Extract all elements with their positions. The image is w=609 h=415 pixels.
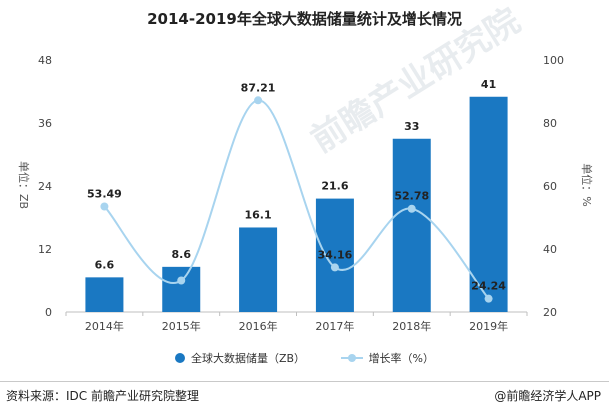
- line-point: [330, 263, 339, 272]
- line-point: [100, 202, 109, 211]
- line-data-label: 53.49: [87, 188, 122, 201]
- footer-divider: [0, 381, 609, 382]
- chart-title: 2014-2019年全球大数据储量统计及增长情况: [147, 10, 462, 28]
- legend-bar-swatch: [174, 353, 185, 363]
- y-left-tick-label: 48: [38, 54, 52, 67]
- y-right-tick-label: 100: [543, 54, 564, 67]
- y-left-axis-title: 单位：ZB: [17, 161, 31, 209]
- x-tick-label: 2015年: [162, 319, 201, 333]
- legend-label-storage: 全球大数据储量（ZB）: [190, 352, 306, 365]
- bar-series: [85, 96, 508, 312]
- y-right-tick-label: 60: [543, 180, 557, 193]
- axes: 0 12 24 36 48 20 40 60 80 100 2014年 2015年 2016年 2017年…: [38, 54, 564, 333]
- bar: [315, 198, 354, 312]
- x-tick-label: 2018年: [392, 319, 431, 333]
- bar-data-label: 6.6: [95, 258, 115, 271]
- y-left-tick-label: 0: [45, 306, 52, 319]
- bar-data-label: 41: [481, 78, 496, 91]
- y-right-axis-title: 单位：%: [580, 163, 594, 206]
- y-right-tick-label: 20: [543, 306, 557, 319]
- line-data-label: 52.78: [394, 190, 429, 203]
- y-left-tick-label: 36: [38, 117, 52, 130]
- bar: [392, 138, 431, 312]
- bar: [162, 266, 201, 312]
- growth-line: [103, 99, 490, 300]
- bar-data-label: 8.6: [172, 248, 192, 261]
- legend-item-growth: 增长率（%）: [340, 350, 435, 366]
- footer-source: 资料来源：IDC 前瞻产业研究院整理: [6, 389, 199, 403]
- y-left-tick-label: 12: [38, 243, 52, 256]
- bar-data-label: 33: [404, 120, 419, 133]
- y-right-tick-label: 40: [543, 243, 557, 256]
- bar: [469, 96, 508, 312]
- line-data-label: 87.21: [241, 81, 276, 94]
- legend-item-storage: 全球大数据储量（ZB）: [174, 350, 306, 366]
- bar-data-label: 21.6: [321, 180, 348, 193]
- x-tick-label: 2016年: [239, 319, 278, 333]
- x-tick-label: 2014年: [85, 319, 124, 333]
- line-data-label: 34.16: [318, 248, 353, 261]
- line-series: [100, 96, 493, 303]
- x-tick-label: 2017年: [315, 319, 354, 333]
- bar: [85, 277, 124, 312]
- bar: [239, 227, 278, 312]
- bar-data-label: 16.1: [245, 208, 272, 221]
- legend-label-growth: 增长率（%）: [368, 352, 435, 365]
- legend-line-swatch: [340, 353, 363, 363]
- line-point: [484, 294, 493, 303]
- line-point: [254, 96, 263, 105]
- line-point: [407, 204, 416, 213]
- y-right-tick-label: 80: [543, 117, 557, 130]
- x-tick-label: 2019年: [469, 319, 508, 333]
- line-point: [177, 276, 186, 285]
- y-left-tick-label: 24: [38, 180, 52, 193]
- data-labels: 6.6 8.6 16.1 21.6 33 41 53.49 87.21 34.16 52.78 24…: [87, 78, 506, 293]
- legend: 全球大数据储量（ZB） 增长率（%）: [0, 350, 609, 366]
- line-data-label: 24.24: [471, 280, 506, 293]
- footer-brand: @前瞻经济学人APP: [494, 389, 601, 403]
